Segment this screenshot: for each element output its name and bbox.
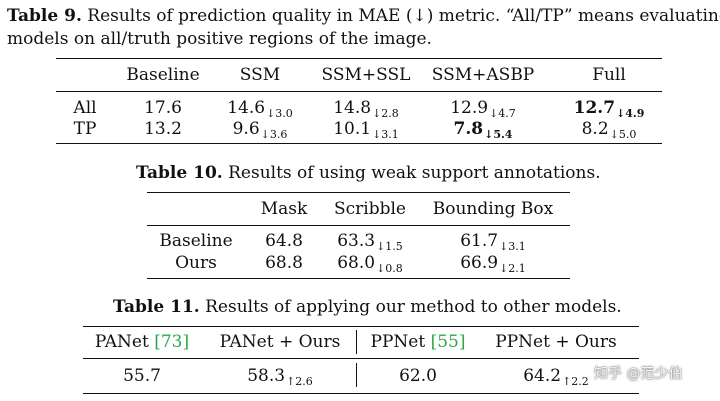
- table9-header-ssm-ssl: SSM+SSL: [321, 65, 411, 85]
- table9-bottom-rule: [56, 143, 662, 144]
- table9-cell-best: 12.7↓4.9: [573, 98, 645, 120]
- table10-header-scribble: Scribble: [334, 199, 406, 219]
- table9-caption-label: Table 9.: [7, 6, 82, 26]
- table10-caption-text: Results of using weak support annotation…: [222, 163, 601, 183]
- table11-bottom-rule: [83, 393, 639, 394]
- table9-row-label: TP: [73, 119, 97, 139]
- table11-cell: 64.2↑2.2: [523, 366, 589, 388]
- table9-cell: 14.8↓2.8: [333, 98, 399, 120]
- table9-caption: Table 9. Results of prediction quality i…: [7, 6, 720, 27]
- table11-column-divider: [356, 330, 357, 354]
- table9-header-baseline: Baseline: [126, 65, 200, 85]
- table9-cell-best: 7.8↓5.4: [453, 119, 513, 141]
- table9-cell: 12.9↓4.7: [450, 98, 516, 120]
- table11-header-panet: PANet [73]: [94, 332, 190, 352]
- table9-header-full: Full: [592, 65, 626, 85]
- table9-cell: 14.6↓3.0: [227, 98, 293, 120]
- table10-row-label: Baseline: [159, 231, 233, 251]
- table9-mid-rule: [56, 91, 662, 92]
- table9-top-rule: [56, 58, 662, 59]
- table9-header-ssm: SSM: [239, 65, 281, 85]
- table11-caption-label: Table 11.: [113, 297, 200, 317]
- table10-caption-label: Table 10.: [136, 163, 223, 183]
- table9-cell: 10.1↓3.1: [333, 119, 399, 141]
- table9-caption-cont: models on all/truth positive regions of …: [7, 29, 432, 49]
- table10-cell: 63.3↓1.5: [337, 231, 403, 253]
- citation-link[interactable]: [55]: [430, 332, 466, 352]
- table11-cell: 62.0: [399, 366, 437, 386]
- table11-header-ppnet: PPNet [55]: [370, 332, 466, 352]
- table11-cell: 58.3↑2.6: [247, 366, 313, 388]
- table10-cell: 64.8: [265, 231, 303, 251]
- table11-cell: 55.7: [123, 366, 161, 386]
- table10-header-mask: Mask: [260, 199, 308, 219]
- table9-cell: 13.2: [144, 119, 182, 139]
- table10-caption: Table 10. Results of using weak support …: [136, 163, 601, 184]
- table9-cell: 9.6↓3.6: [232, 119, 288, 141]
- table10-cell: 68.8: [265, 253, 303, 273]
- table10-cell: 66.9↓2.1: [460, 253, 526, 275]
- table11-header-panet-ours: PANet + Ours: [219, 332, 341, 352]
- table11-top-rule: [83, 326, 639, 327]
- table9-row-label: All: [73, 98, 97, 118]
- table11-caption: Table 11. Results of applying our method…: [113, 297, 622, 318]
- table10-row-label: Ours: [175, 253, 217, 273]
- table10-cell: 61.7↓3.1: [460, 231, 526, 253]
- table9-caption-line1: Results of prediction quality in MAE (↓)…: [81, 6, 720, 26]
- table10-cell: 68.0↓0.8: [337, 253, 403, 275]
- citation-link[interactable]: [73]: [154, 332, 190, 352]
- watermark-text: 知乎 @范少伯: [594, 366, 683, 382]
- table11-column-divider: [356, 363, 357, 387]
- table9-cell: 8.2↓5.0: [581, 119, 637, 141]
- table9-header-ssm-asbp: SSM+ASBP: [431, 65, 535, 85]
- table11-header-ppnet-ours: PPNet + Ours: [495, 332, 617, 352]
- table11-caption-text: Results of applying our method to other …: [199, 297, 622, 317]
- table10-top-rule: [147, 192, 570, 193]
- table9-cell: 17.6: [144, 98, 182, 118]
- table10-bottom-rule: [147, 278, 570, 279]
- table10-mid-rule: [147, 225, 570, 226]
- table10-header-bbox: Bounding Box: [432, 199, 554, 219]
- table11-mid-rule: [83, 358, 639, 359]
